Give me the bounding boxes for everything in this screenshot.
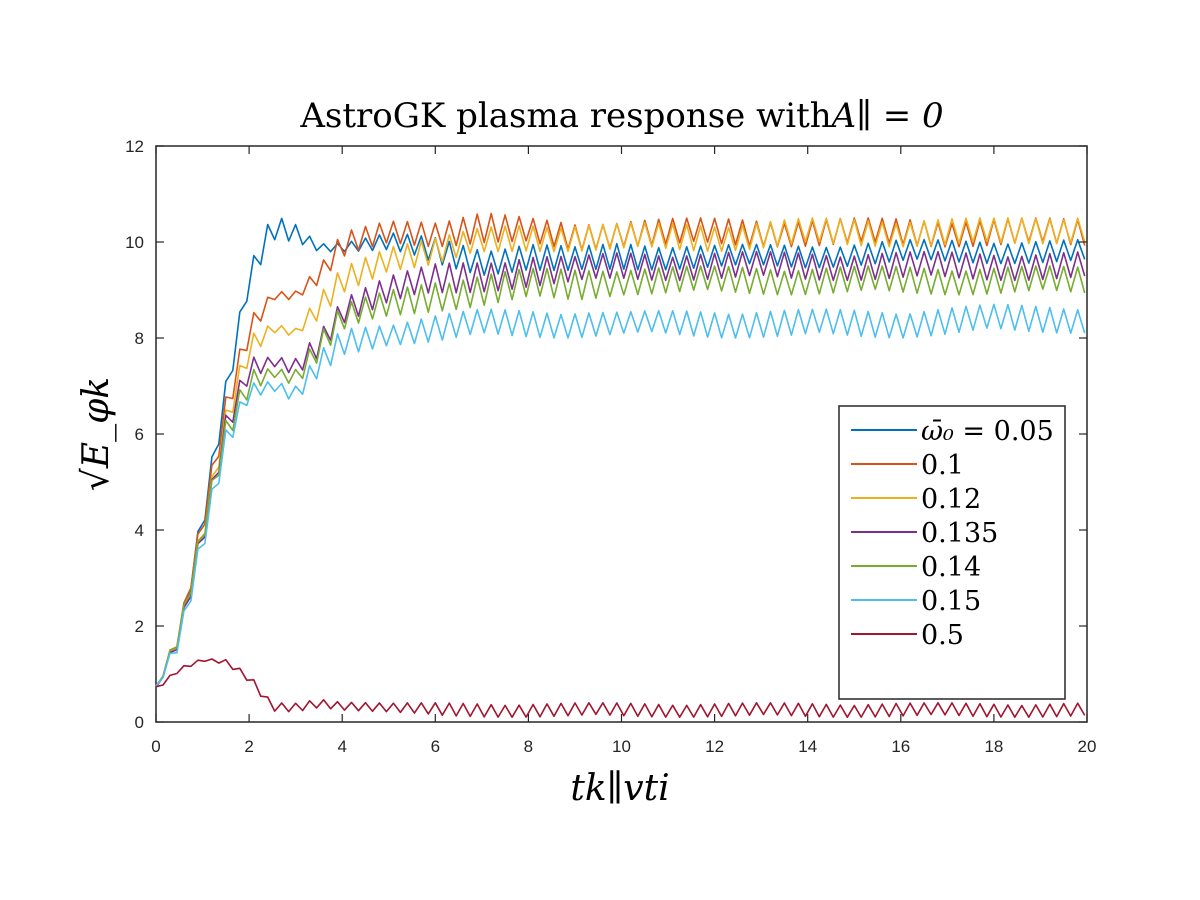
legend-label: 0.14 — [921, 552, 981, 583]
y-tick-label: 0 — [135, 713, 144, 732]
legend-label: ω̄₀ = 0.05 — [921, 416, 1054, 447]
legend-prefix: ω̄₀ = — [921, 416, 994, 447]
y-tick-label: 12 — [125, 137, 144, 156]
x-tick-label: 12 — [705, 737, 724, 756]
x-tick-label: 10 — [612, 737, 631, 756]
legend-value: 0.14 — [921, 552, 981, 583]
series-layer — [155, 212, 1086, 719]
x-tick-label: 20 — [1078, 737, 1097, 756]
legend-value: 0.5 — [921, 620, 964, 651]
legend-label: 0.1 — [921, 450, 964, 481]
legend-value: 0.15 — [921, 586, 981, 617]
legend-label: 0.135 — [921, 518, 998, 549]
chart-title: AstroGK plasma response withA∥ = 0 — [299, 96, 943, 136]
series-line-5 — [155, 303, 1086, 687]
x-tick-label: 2 — [244, 737, 253, 756]
x-tick-label: 6 — [431, 737, 440, 756]
legend-value: 0.1 — [921, 450, 964, 481]
x-tick-label: 8 — [524, 737, 533, 756]
legend-value: 0.05 — [994, 416, 1054, 447]
axis-layer: 0 2 4 6 8 10 12 14 16 18 20 0 2 4 6 8 10 12 — [125, 137, 1096, 756]
y-tick-label: 2 — [135, 617, 144, 636]
x-tick-label: 14 — [798, 737, 817, 756]
y-tick-label: 10 — [125, 233, 144, 252]
x-tick-label: 18 — [984, 737, 1003, 756]
legend-box — [838, 405, 1066, 700]
x-tick-label: 16 — [891, 737, 910, 756]
x-tick-label: 4 — [337, 737, 346, 756]
legend-label: 0.5 — [921, 620, 964, 651]
series-line-0 — [155, 217, 1086, 688]
legend-value: 0.12 — [921, 484, 981, 515]
chart-title-text: AstroGK plasma response with — [299, 96, 831, 136]
x-axis-label: tk∥vti — [570, 768, 669, 809]
series-line-2 — [155, 217, 1086, 687]
y-axis-label: √E_φk — [76, 377, 117, 491]
series-line-3 — [155, 250, 1086, 688]
legend-label: 0.15 — [921, 586, 981, 617]
y-tick-label: 8 — [135, 329, 144, 348]
legend-label: 0.12 — [921, 484, 981, 515]
series-line-6 — [155, 658, 1086, 719]
chart-title-math: A∥ = 0 — [829, 96, 944, 136]
y-tick-label: 6 — [135, 425, 144, 444]
x-tick-label: 0 — [151, 737, 160, 756]
legend-value: 0.135 — [921, 518, 998, 549]
y-tick-label: 4 — [135, 521, 144, 540]
series-line-4 — [155, 265, 1086, 687]
